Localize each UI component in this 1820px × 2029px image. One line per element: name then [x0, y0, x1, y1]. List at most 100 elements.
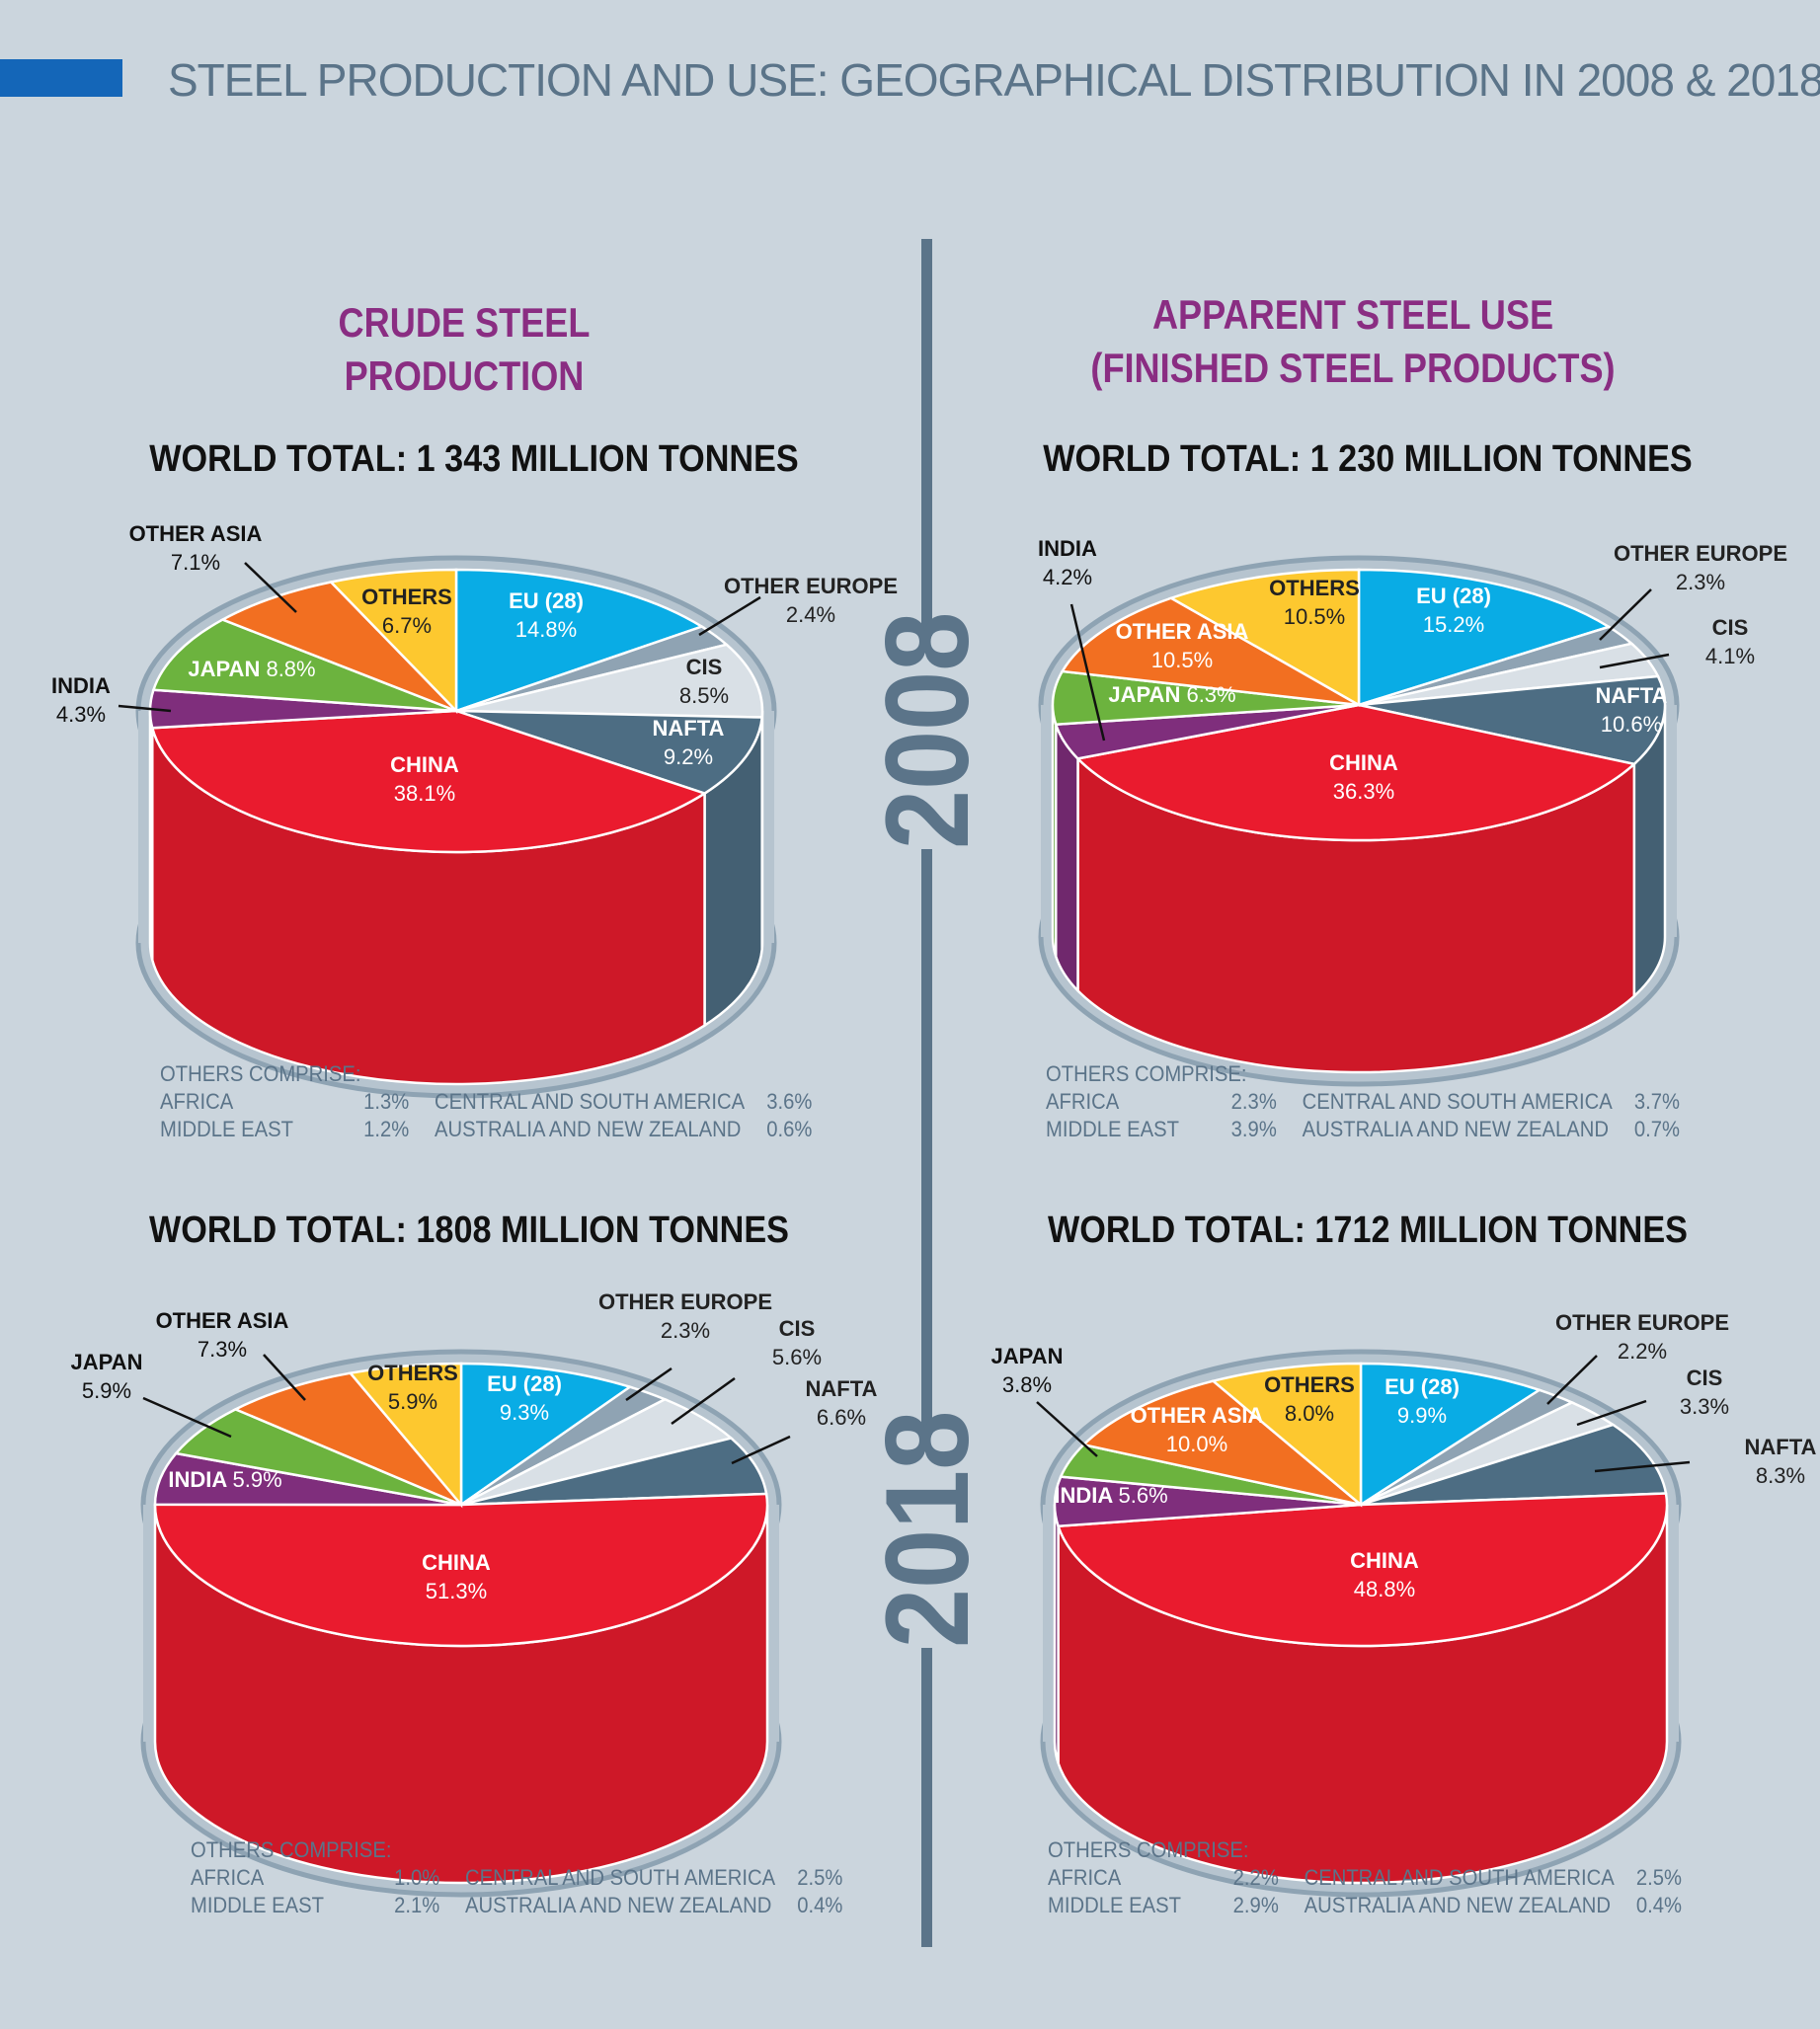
pie-slice-china	[1056, 1492, 1669, 1648]
others-value: 1.2%	[363, 1117, 410, 1141]
slice-value-india: 4.2%	[1043, 565, 1092, 589]
others-comprise-table: AFRICA 2.3% CENTRAL AND SOUTH AMERICA 3.…	[1046, 1088, 1680, 1143]
slice-value-other-europe: 2.2%	[1618, 1339, 1667, 1364]
slice-label-japan: JAPAN 6.3%	[1108, 682, 1235, 707]
slice-value-nafta: 10.6%	[1601, 712, 1662, 737]
others-row: MIDDLE EAST 3.9% AUSTRALIA AND NEW ZEALA…	[1046, 1116, 1680, 1143]
slice-name-other-europe: OTHER EUROPE	[598, 1289, 772, 1314]
others-row: MIDDLE EAST 2.1% AUSTRALIA AND NEW ZEALA…	[191, 1892, 842, 1919]
slice-name-other-europe: OTHER EUROPE	[724, 574, 898, 598]
others-name: CENTRAL AND SOUTH AMERICA	[434, 1089, 746, 1114]
others-name: MIDDLE EAST	[1046, 1117, 1179, 1141]
others-value: 0.4%	[1635, 1893, 1682, 1917]
pie-slice-nafta	[1358, 674, 1667, 766]
others-value: 2.5%	[1635, 1865, 1682, 1890]
leader-line-other-europe	[698, 595, 761, 637]
pie-slice-china	[153, 1492, 769, 1648]
slice-name-others: OTHERS	[361, 585, 452, 609]
leader-line-india	[118, 704, 172, 713]
leader-line-other-europe	[625, 1366, 673, 1402]
slice-value-nafta: 9.2%	[664, 744, 713, 769]
others-name: AUSTRALIA AND NEW ZEALAND	[1304, 1893, 1612, 1917]
pie-3: EU (28) 9.9% OTHER EUROPE 2.2% CIS 3.3% NAFTA 8…	[991, 1310, 1817, 1898]
pie-1: EU (28) 15.2% OTHER EUROPE 2.3% CIS 4.1% NAFTA…	[1038, 536, 1787, 1087]
slice-value-others: 8.0%	[1285, 1401, 1334, 1426]
slice-value-japan: 3.8%	[1002, 1372, 1052, 1397]
others-comprise-production-2018: OTHERS COMPRISE: AFRICA 1.0% CENTRAL AND…	[191, 1836, 842, 1919]
slice-label-india: INDIA 5.6%	[1054, 1483, 1167, 1508]
slice-value-other-europe: 2.3%	[1676, 570, 1725, 594]
slice-name-others: OTHERS	[1264, 1372, 1355, 1397]
leader-line-japan	[142, 1396, 232, 1439]
chart-title-production-2018: WORLD TOTAL: 1808 MILLION TONNES	[149, 1210, 789, 1251]
others-row: MIDDLE EAST 2.9% AUSTRALIA AND NEW ZEALA…	[1048, 1892, 1682, 1919]
pie-slice-others	[1210, 1362, 1363, 1508]
others-comprise-table: AFRICA 2.2% CENTRAL AND SOUTH AMERICA 2.…	[1048, 1864, 1682, 1919]
slice-name-cis: CIS	[779, 1316, 816, 1341]
others-comprise-table: AFRICA 1.0% CENTRAL AND SOUTH AMERICA 2.…	[191, 1864, 842, 1919]
others-name: AFRICA	[191, 1865, 265, 1890]
leader-line-nafta	[1594, 1460, 1691, 1473]
pie-slice-cis	[455, 643, 764, 719]
slice-name-nafta: NAFTA	[653, 716, 725, 741]
pie-slice-eu-28	[459, 1362, 633, 1508]
slice-name-eu-28: EU (28)	[509, 588, 584, 613]
others-value: 3.7%	[1633, 1089, 1680, 1114]
slice-value-other-asia: 10.5%	[1151, 648, 1213, 672]
slice-value-china: 48.8%	[1354, 1577, 1415, 1601]
pie-slice-eu-28	[1359, 1362, 1543, 1508]
others-row: AFRICA 2.3% CENTRAL AND SOUTH AMERICA 3.…	[1046, 1088, 1680, 1116]
others-name: AFRICA	[160, 1089, 234, 1114]
chart-title-production-2008: WORLD TOTAL: 1 343 MILLION TONNES	[149, 438, 799, 480]
others-name: MIDDLE EAST	[191, 1893, 324, 1917]
slice-value-other-europe: 2.3%	[661, 1318, 710, 1343]
slice-value-china: 36.3%	[1333, 779, 1394, 804]
others-value: 2.2%	[1232, 1865, 1279, 1890]
slice-value-others: 5.9%	[388, 1389, 437, 1414]
slice-name-china: CHINA	[422, 1550, 491, 1575]
slice-value-other-asia: 7.3%	[198, 1337, 247, 1362]
slice-name-others: OTHERS	[1269, 576, 1360, 600]
pie-slice-other-asia	[1060, 596, 1360, 707]
leader-line-cis	[671, 1376, 736, 1426]
others-value: 2.3%	[1230, 1089, 1277, 1114]
slice-name-nafta: NAFTA	[1596, 683, 1668, 708]
column-heading-use: APPARENT STEEL USE (FINISHED STEEL PRODU…	[1090, 291, 1616, 391]
slice-name-others: OTHERS	[367, 1361, 458, 1385]
slice-value-eu-28: 15.2%	[1423, 612, 1484, 637]
leader-line-cis	[1576, 1399, 1647, 1427]
others-comprise-use-2008: OTHERS COMPRISE: AFRICA 2.3% CENTRAL AND…	[1046, 1060, 1680, 1143]
slice-value-japan: 5.9%	[82, 1378, 131, 1403]
others-comprise-production-2008: OTHERS COMPRISE: AFRICA 1.3% CENTRAL AND…	[160, 1060, 812, 1143]
others-comprise-heading: OTHERS COMPRISE:	[1046, 1061, 1247, 1086]
others-value: 2.9%	[1232, 1893, 1279, 1917]
leader-line-japan	[1036, 1401, 1098, 1457]
others-value: 2.1%	[394, 1893, 440, 1917]
slice-value-eu-28: 14.8%	[515, 617, 577, 642]
slice-name-nafta: NAFTA	[806, 1376, 878, 1401]
others-row: AFRICA 1.3% CENTRAL AND SOUTH AMERICA 3.…	[160, 1088, 812, 1116]
slice-name-eu-28: EU (28)	[487, 1371, 562, 1396]
others-row: MIDDLE EAST 1.2% AUSTRALIA AND NEW ZEALA…	[160, 1116, 812, 1143]
others-name: CENTRAL AND SOUTH AMERICA	[464, 1865, 776, 1890]
others-name: AFRICA	[1048, 1865, 1122, 1890]
pie-wall-japan	[1051, 704, 1058, 958]
slice-value-nafta: 8.3%	[1756, 1463, 1805, 1488]
slice-name-china: CHINA	[1329, 750, 1398, 775]
slice-value-other-asia: 7.1%	[171, 550, 220, 575]
others-name: AUSTRALIA AND NEW ZEALAND	[434, 1117, 742, 1141]
others-name: AFRICA	[1046, 1089, 1120, 1114]
column-heading-production: CRUDE STEEL PRODUCTION	[338, 299, 591, 399]
others-row: AFRICA 2.2% CENTRAL AND SOUTH AMERICA 2.…	[1048, 1864, 1682, 1892]
leader-line-india	[1069, 603, 1106, 741]
slice-name-india: INDIA	[51, 673, 111, 698]
slice-name-cis: CIS	[686, 655, 723, 679]
slice-value-cis: 8.5%	[679, 683, 729, 708]
slice-name-china: CHINA	[1350, 1548, 1419, 1573]
slice-value-eu-28: 9.3%	[500, 1400, 549, 1425]
others-name: AUSTRALIA AND NEW ZEALAND	[1302, 1117, 1610, 1141]
others-name: MIDDLE EAST	[1048, 1893, 1181, 1917]
leader-line-cis	[1599, 653, 1670, 669]
slice-name-japan: JAPAN	[71, 1350, 143, 1374]
slice-value-india: 4.3%	[56, 702, 106, 727]
